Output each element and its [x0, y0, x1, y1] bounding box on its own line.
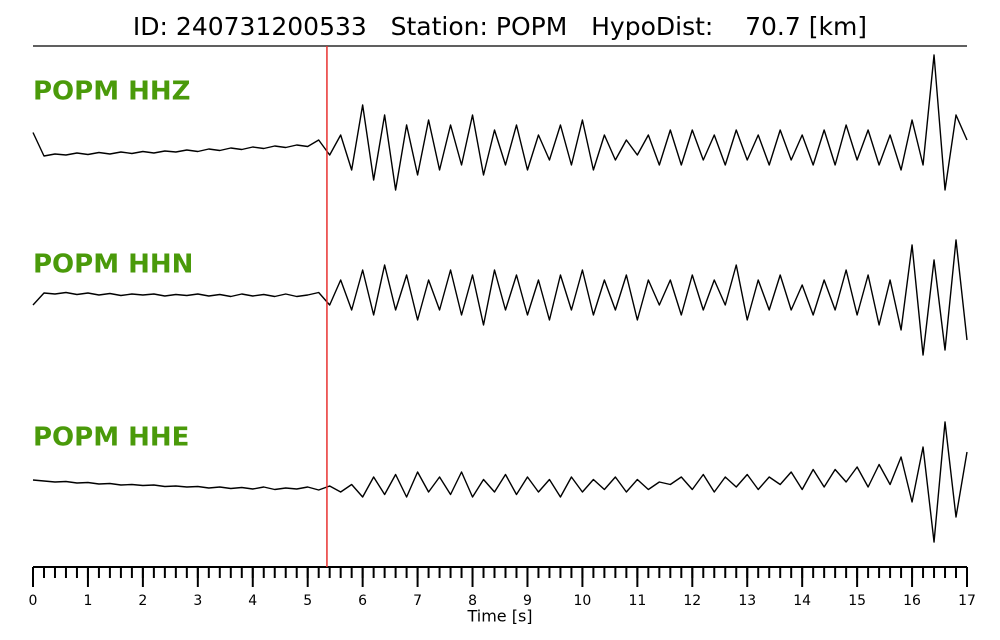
x-tick-label: 13 [738, 593, 756, 609]
x-tick-label: 11 [628, 593, 646, 609]
trace-label: POPM HHE [33, 423, 189, 453]
x-tick-label: 2 [138, 593, 147, 609]
trace-label: POPM HHZ [33, 77, 191, 107]
x-tick-label: 10 [573, 593, 591, 609]
x-tick-label: 3 [193, 593, 202, 609]
x-axis-label: Time [s] [466, 607, 532, 626]
x-tick-label: 16 [903, 593, 921, 609]
waveform [32, 421, 968, 543]
trace-label: POPM HHN [33, 250, 193, 280]
x-tick-label: 1 [83, 593, 92, 609]
x-tick-label: 17 [958, 593, 976, 609]
x-tick-label: 14 [793, 593, 811, 609]
waveform [32, 54, 968, 191]
x-tick-label: 8 [468, 593, 477, 609]
x-tick-label: 6 [358, 593, 367, 609]
x-tick-label: 12 [683, 593, 701, 609]
x-tick-label: 9 [523, 593, 532, 609]
x-tick-label: 7 [413, 593, 422, 609]
x-tick-label: 15 [848, 593, 866, 609]
x-tick-label: 0 [29, 593, 38, 609]
waveform [32, 239, 968, 356]
x-tick-label: 4 [248, 593, 257, 609]
x-tick-label: 5 [303, 593, 312, 609]
chart-title: ID: 240731200533 Station: POPM HypoDist:… [133, 12, 867, 41]
